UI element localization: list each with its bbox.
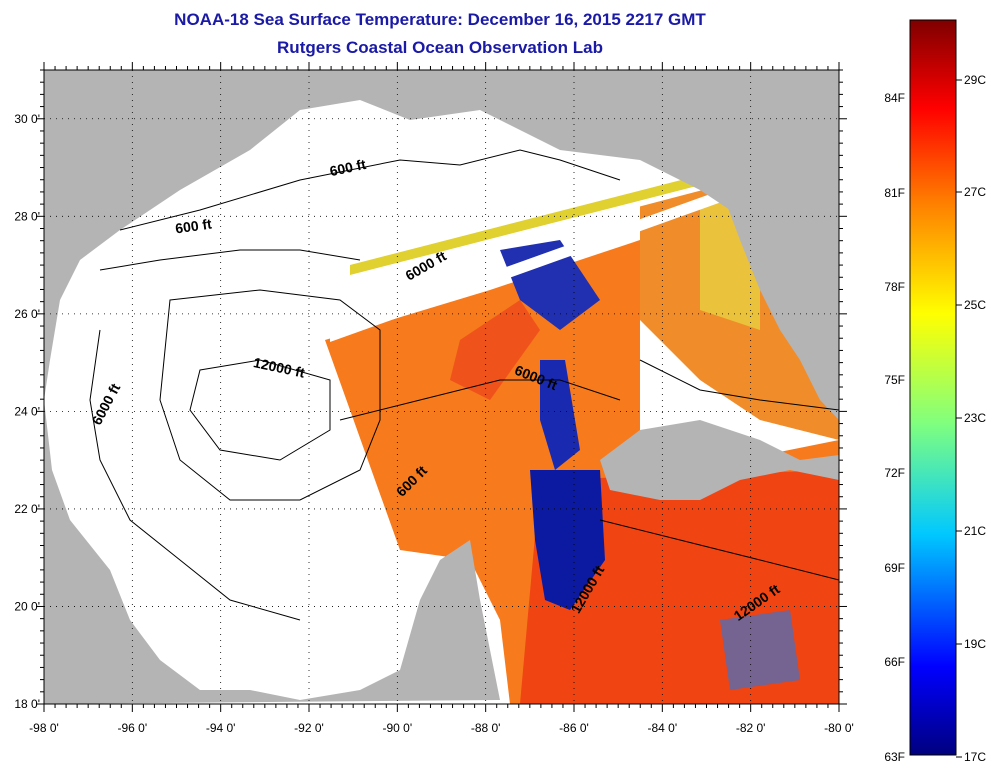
colorbar-f-label: 78F bbox=[884, 280, 905, 294]
lon-tick-label: -84 0' bbox=[648, 721, 678, 735]
colorbar-f-label: 75F bbox=[884, 373, 905, 387]
colorbar-f-label: 66F bbox=[884, 655, 905, 669]
land-cuba bbox=[600, 420, 839, 500]
colorbar-c-label: 17C bbox=[964, 750, 986, 764]
lat-tick-label: 28 0' bbox=[14, 209, 40, 223]
contour-label: 600 ft bbox=[174, 215, 213, 236]
lon-tick-label: -98 0' bbox=[29, 721, 59, 735]
lat-tick-label: 26 0' bbox=[14, 307, 40, 321]
colorbar-c-label: 29C bbox=[964, 73, 986, 87]
lon-tick-label: -88 0' bbox=[471, 721, 501, 735]
contour-label: 600 ft bbox=[328, 156, 367, 179]
colorbar-c-label: 27C bbox=[964, 185, 986, 199]
colorbar-f-label: 81F bbox=[884, 186, 905, 200]
lat-tick-label: 30 0' bbox=[14, 112, 40, 126]
colorbar-f-label: 63F bbox=[884, 750, 905, 764]
land-florida bbox=[720, 110, 839, 420]
lon-tick-label: -96 0' bbox=[118, 721, 148, 735]
colorbar-c-label: 19C bbox=[964, 637, 986, 651]
lat-tick-label: 22 0' bbox=[14, 502, 40, 516]
lon-tick-label: -94 0' bbox=[206, 721, 236, 735]
lon-tick-label: -90 0' bbox=[383, 721, 413, 735]
colorbar-f-label: 84F bbox=[884, 91, 905, 105]
map-title: NOAA-18 Sea Surface Temperature: Decembe… bbox=[174, 10, 706, 29]
colorbar-c-label: 21C bbox=[964, 524, 986, 538]
lon-tick-label: -86 0' bbox=[559, 721, 589, 735]
colorbar-c-label: 23C bbox=[964, 411, 986, 425]
colorbar-c-label: 25C bbox=[964, 298, 986, 312]
lat-tick-label: 20 0' bbox=[14, 599, 40, 613]
colorbar bbox=[909, 19, 957, 756]
lon-tick-label: -92 0' bbox=[294, 721, 324, 735]
map-gridlines bbox=[44, 70, 839, 704]
lon-tick-label: -80 0' bbox=[824, 721, 854, 735]
land-north-america bbox=[44, 70, 839, 400]
colorbar-f-label: 69F bbox=[884, 561, 905, 575]
lat-tick-label: 24 0' bbox=[14, 404, 40, 418]
colorbar-f-label: 72F bbox=[884, 466, 905, 480]
lon-tick-label: -82 0' bbox=[736, 721, 766, 735]
lat-tick-label: 18 0' bbox=[14, 697, 40, 711]
land-mexico bbox=[44, 400, 500, 704]
map-subtitle: Rutgers Coastal Ocean Observation Lab bbox=[277, 38, 603, 57]
